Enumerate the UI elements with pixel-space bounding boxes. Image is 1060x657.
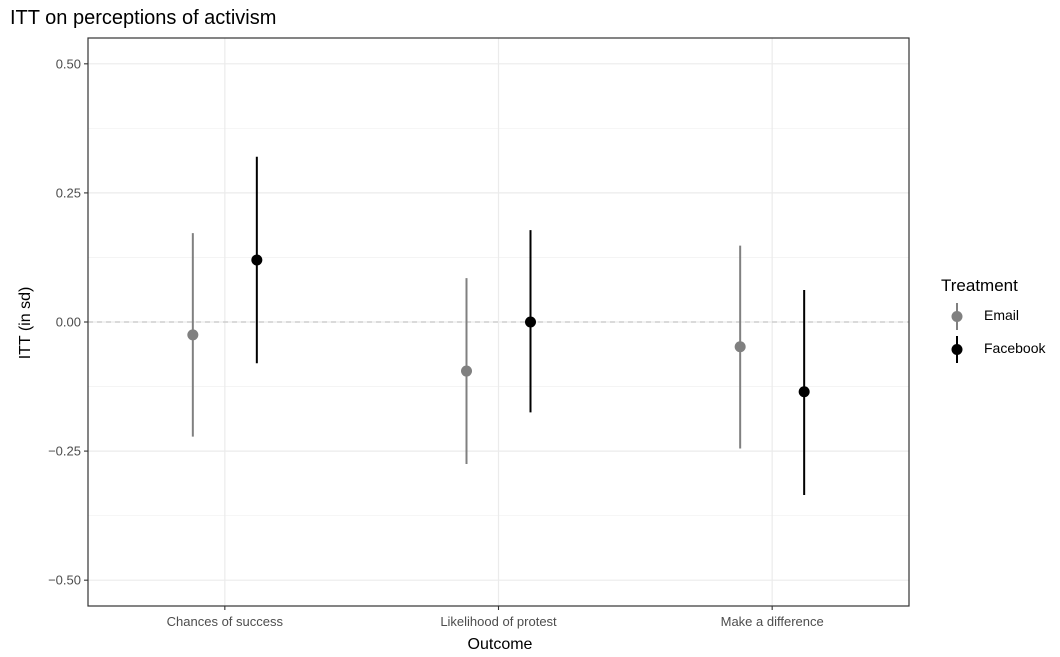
point-email bbox=[734, 341, 746, 353]
legend-label-facebook: Facebook bbox=[984, 340, 1046, 356]
legend-item-facebook: Facebook bbox=[941, 333, 1060, 366]
point-email bbox=[461, 365, 472, 377]
y-tick-label: 0.50 bbox=[56, 56, 81, 71]
chart-title: ITT on perceptions of activism bbox=[10, 7, 277, 29]
legend-key-email bbox=[951, 303, 963, 330]
x-tick-label: Make a difference bbox=[721, 614, 824, 629]
y-axis-title: ITT (in sd) bbox=[17, 286, 34, 360]
y-tick-label: −0.25 bbox=[48, 444, 81, 459]
legend-label-email: Email bbox=[984, 307, 1020, 323]
x-tick-label: Chances of success bbox=[167, 614, 284, 629]
point-facebook bbox=[525, 316, 536, 328]
x-axis-title: Outcome bbox=[467, 636, 533, 653]
x-tick-label: Likelihood of protest bbox=[440, 614, 557, 629]
y-tick-label: −0.50 bbox=[48, 573, 81, 588]
y-tick-label: 0.00 bbox=[56, 315, 81, 330]
legend: Treatment Email Facebook bbox=[941, 276, 1060, 366]
y-tick-label: 0.25 bbox=[56, 185, 81, 200]
legend-key-facebook bbox=[951, 336, 963, 363]
point-facebook bbox=[798, 386, 810, 398]
legend-item-email: Email bbox=[941, 300, 1060, 333]
legend-title: Treatment bbox=[941, 276, 1018, 295]
point-email bbox=[187, 329, 199, 341]
point-facebook bbox=[251, 254, 263, 266]
